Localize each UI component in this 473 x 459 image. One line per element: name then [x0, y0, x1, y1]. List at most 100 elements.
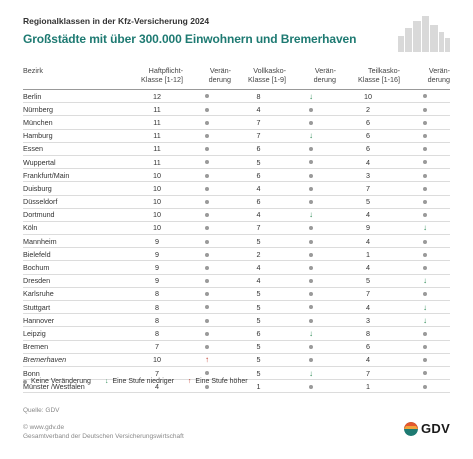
footer-organization: Gesamtverband der Deutschen Versicherung…: [23, 433, 184, 440]
teilkasko-class: 8: [336, 326, 400, 341]
table-row: Duisburg 10 4 7: [23, 181, 450, 196]
change-cell-voll: [286, 247, 336, 262]
change-cell-teil: [400, 260, 450, 275]
vollkasko-class: 5: [231, 353, 286, 367]
vollkasko-class: 5: [231, 313, 286, 328]
change-cell-haft: [183, 155, 231, 170]
no-change-dot-icon: [309, 384, 313, 389]
teilkasko-class: 3: [336, 313, 400, 328]
haftpflicht-class: 10: [131, 195, 183, 209]
no-change-dot-icon: [309, 358, 313, 363]
column-header-vollkasko-line2: Klasse [1-9]: [248, 75, 286, 84]
change-cell-teil: ↓: [400, 221, 450, 236]
column-header-change-teil-line2: derung: [427, 75, 450, 84]
vollkasko-class: 7: [231, 115, 286, 130]
change-cell-haft: [183, 340, 231, 354]
table-row: Bremerhaven 10 ↑ 5 4: [23, 353, 450, 367]
change-cell-voll: [286, 195, 336, 209]
no-change-dot-icon: [309, 239, 313, 244]
column-header-change-haft-line2: derung: [208, 75, 231, 84]
table-row: Nürnberg 11 4 2: [23, 102, 450, 117]
change-cell-voll: [286, 300, 336, 315]
arrow-up-icon: ↑: [205, 355, 209, 365]
column-header-change-voll-line2: derung: [313, 75, 336, 84]
no-change-dot-icon: [309, 305, 313, 310]
column-header-change-voll-line1: Verän-: [314, 66, 336, 75]
no-change-dot-icon: [309, 265, 313, 270]
teilkasko-class: 4: [336, 155, 400, 170]
regional-classes-table: Bezirk Haftpflicht- Klasse [1-12] Verän-d…: [23, 66, 450, 394]
no-change-dot-icon: [205, 384, 209, 389]
no-change-dot-icon: [309, 318, 313, 323]
change-cell-teil: ↓: [400, 300, 450, 315]
arrow-down-icon: ↓: [423, 315, 427, 325]
legend-item-none: Keine Veränderung: [23, 378, 91, 385]
column-header-teilkasko-line2: Klasse [1-16]: [358, 75, 400, 84]
change-cell-teil: [400, 142, 450, 156]
no-change-dot-icon: [423, 384, 427, 389]
district-name: Bochum: [23, 260, 131, 275]
source-note: Quelle: GDV: [23, 407, 60, 414]
no-change-dot-icon: [423, 252, 427, 257]
change-cell-haft: [183, 260, 231, 275]
change-cell-voll: [286, 181, 336, 196]
legend: Keine Veränderung ↓ Eine Stufe niedriger…: [23, 378, 248, 385]
table-row: Dortmund 10 4 ↓ 4: [23, 208, 450, 222]
change-cell-teil: ↓: [400, 274, 450, 288]
change-cell-voll: [286, 155, 336, 170]
arrow-down-icon: ↓: [423, 302, 427, 312]
change-cell-teil: [400, 129, 450, 143]
vollkasko-class: 6: [231, 168, 286, 183]
table-row: Frankfurt/Main 10 6 3: [23, 168, 450, 183]
page-title: Großstädte mit über 300.000 Einwohnern u…: [23, 32, 357, 46]
no-change-dot-icon: [423, 345, 427, 350]
column-header-teilkasko-line1: Teilkasko-: [368, 66, 400, 75]
no-change-dot-icon: [309, 345, 313, 350]
haftpflicht-class: 8: [131, 313, 183, 328]
no-change-dot-icon: [423, 292, 427, 297]
table-row: Bielefeld 9 2 1: [23, 247, 450, 262]
change-cell-voll: [286, 313, 336, 328]
no-change-dot-icon: [205, 265, 209, 270]
supertitle: Regionalklassen in der Kfz-Versicherung …: [23, 16, 210, 26]
arrow-down-icon: ↓: [423, 223, 427, 233]
change-cell-teil: [400, 168, 450, 183]
column-header-change-voll: Verän-derung: [286, 66, 336, 90]
no-change-dot-icon: [423, 120, 427, 125]
change-cell-haft: [183, 181, 231, 196]
vollkasko-class: 7: [231, 221, 286, 236]
no-change-dot-icon: [423, 94, 427, 99]
table-header-row: Bezirk Haftpflicht- Klasse [1-12] Verän-d…: [23, 66, 450, 90]
change-cell-haft: [183, 142, 231, 156]
change-cell-voll: ↓: [286, 208, 336, 222]
change-cell-haft: [183, 379, 231, 394]
table-row: Münster /Westfalen 4 1 1: [23, 379, 450, 394]
haftpflicht-class: 8: [131, 326, 183, 341]
district-name: Hannover: [23, 313, 131, 328]
haftpflicht-class: 4: [131, 379, 183, 394]
district-name: Mannheim: [23, 234, 131, 249]
no-change-dot-icon: [423, 199, 427, 204]
district-name: München: [23, 115, 131, 130]
change-cell-teil: [400, 181, 450, 196]
no-change-dot-icon: [205, 318, 209, 323]
no-change-dot-icon: [309, 292, 313, 297]
arrow-down-icon: ↓: [309, 131, 313, 141]
haftpflicht-class: 10: [131, 221, 183, 236]
table-row: Bremen 7 5 6: [23, 340, 450, 354]
teilkasko-class: 7: [336, 181, 400, 196]
legend-label-up: Eine Stufe höher: [195, 378, 248, 385]
district-name: Stuttgart: [23, 300, 131, 315]
no-change-dot-icon: [205, 226, 209, 231]
table-row: Karlsruhe 8 5 7: [23, 287, 450, 302]
change-cell-voll: ↓: [286, 89, 336, 104]
column-header-haftpflicht: Haftpflicht- Klasse [1-12]: [131, 66, 183, 90]
haftpflicht-class: 11: [131, 142, 183, 156]
change-cell-voll: [286, 379, 336, 394]
no-change-dot-icon: [205, 213, 209, 218]
district-name: Hamburg: [23, 129, 131, 143]
table-row: München 11 7 6: [23, 115, 450, 130]
vollkasko-class: 4: [231, 274, 286, 288]
change-cell-voll: [286, 168, 336, 183]
no-change-dot-icon: [23, 379, 27, 384]
